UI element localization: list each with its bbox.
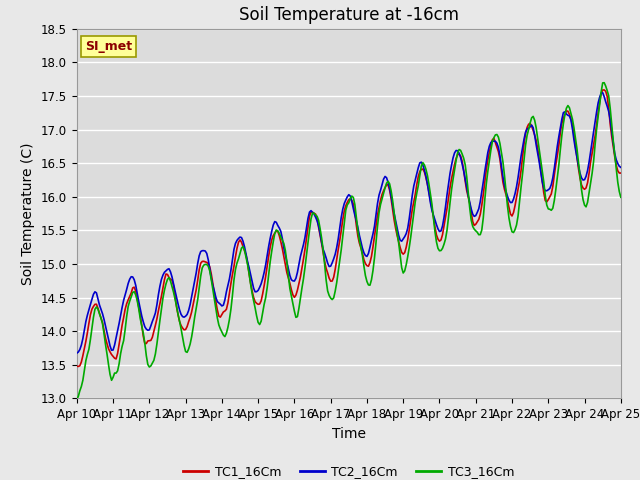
Title: Soil Temperature at -16cm: Soil Temperature at -16cm <box>239 6 459 24</box>
X-axis label: Time: Time <box>332 427 366 441</box>
Y-axis label: Soil Temperature (C): Soil Temperature (C) <box>21 143 35 285</box>
Legend: TC1_16Cm, TC2_16Cm, TC3_16Cm: TC1_16Cm, TC2_16Cm, TC3_16Cm <box>179 460 519 480</box>
Text: SI_met: SI_met <box>85 40 132 53</box>
